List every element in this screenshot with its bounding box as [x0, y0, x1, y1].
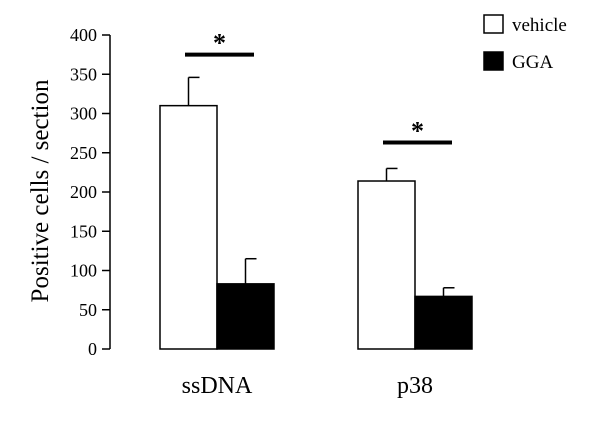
x-tick-label: ssDNA [182, 373, 253, 399]
legend-swatch-vehicle [483, 14, 504, 34]
y-tick-label: 200 [70, 182, 97, 202]
x-tick-label: p38 [397, 373, 433, 399]
significance-asterisk: * [213, 29, 226, 58]
y-tick-label: 150 [70, 221, 97, 241]
legend-label-GGA: GGA [512, 52, 553, 73]
bar-vehicle-p38 [357, 180, 416, 350]
bar-vehicle-ssDNA [159, 104, 218, 350]
legend-label-vehicle: vehicle [512, 15, 567, 36]
legend-swatch-GGA [483, 51, 504, 71]
y-tick-label: 50 [79, 300, 97, 320]
bar-GGA-ssDNA [216, 283, 275, 350]
significance-markers: ** [185, 29, 452, 146]
significance-asterisk: * [411, 117, 424, 146]
error-bars [187, 76, 455, 297]
y-tick-label: 100 [70, 261, 97, 281]
y-tick-label: 0 [88, 339, 97, 359]
legend: vehicle GGA [483, 14, 567, 73]
y-axis-label: Positive cells / section [27, 79, 54, 302]
y-tick-label: 350 [70, 64, 97, 84]
y-tick-label: 250 [70, 143, 97, 163]
x-tick-labels: ssDNA p38 [182, 373, 433, 399]
y-tick-label: 300 [70, 104, 97, 124]
y-tick-label: 400 [70, 25, 97, 45]
axes: 0 50 100 150 200 250 300 350 400 [70, 25, 111, 359]
bar-GGA-p38 [414, 295, 473, 350]
